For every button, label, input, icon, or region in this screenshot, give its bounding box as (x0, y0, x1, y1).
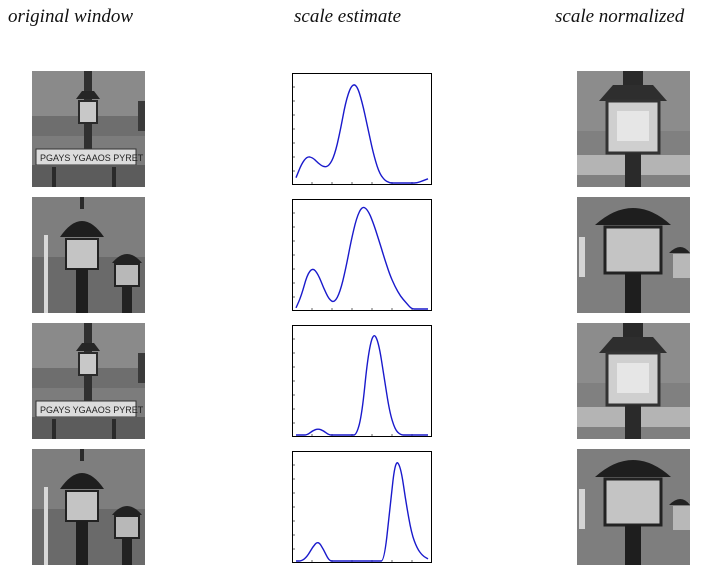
scale-normalized-image-4 (577, 449, 690, 565)
sign-text: PGAYS YGAAOS PYRET (40, 405, 144, 415)
plot-frame (292, 199, 432, 311)
scale-estimate-curve (295, 84, 429, 184)
sign-text: PGAYS YGAAOS PYRET (40, 153, 144, 163)
scale-normalized-image-2 (577, 197, 690, 313)
scale-estimate-plot-3 (292, 325, 432, 437)
original-window-image-4 (32, 449, 145, 565)
original-window-image-1: PGAYS YGAAOS PYRET (32, 71, 145, 187)
scale-estimate-plot-2 (292, 199, 432, 311)
header-scale-estimate: scale estimate (294, 6, 402, 27)
plot-frame (292, 73, 432, 185)
scale-normalized-image-1 (577, 71, 690, 187)
scale-estimate-curve (295, 206, 428, 310)
scale-estimate-curve (296, 462, 429, 562)
scale-estimate-plot-1 (292, 73, 432, 185)
scale-normalized-image-3 (577, 323, 690, 439)
original-window-image-2 (32, 197, 145, 313)
scale-estimate-curve (296, 335, 428, 436)
scale-estimate-plot-4 (292, 451, 432, 563)
original-window-image-3: PGAYS YGAAOS PYRET (32, 323, 145, 439)
header-original-window: original window (8, 6, 134, 27)
header-scale-normalized: scale normalized (555, 6, 685, 27)
plot-frame (292, 325, 432, 437)
